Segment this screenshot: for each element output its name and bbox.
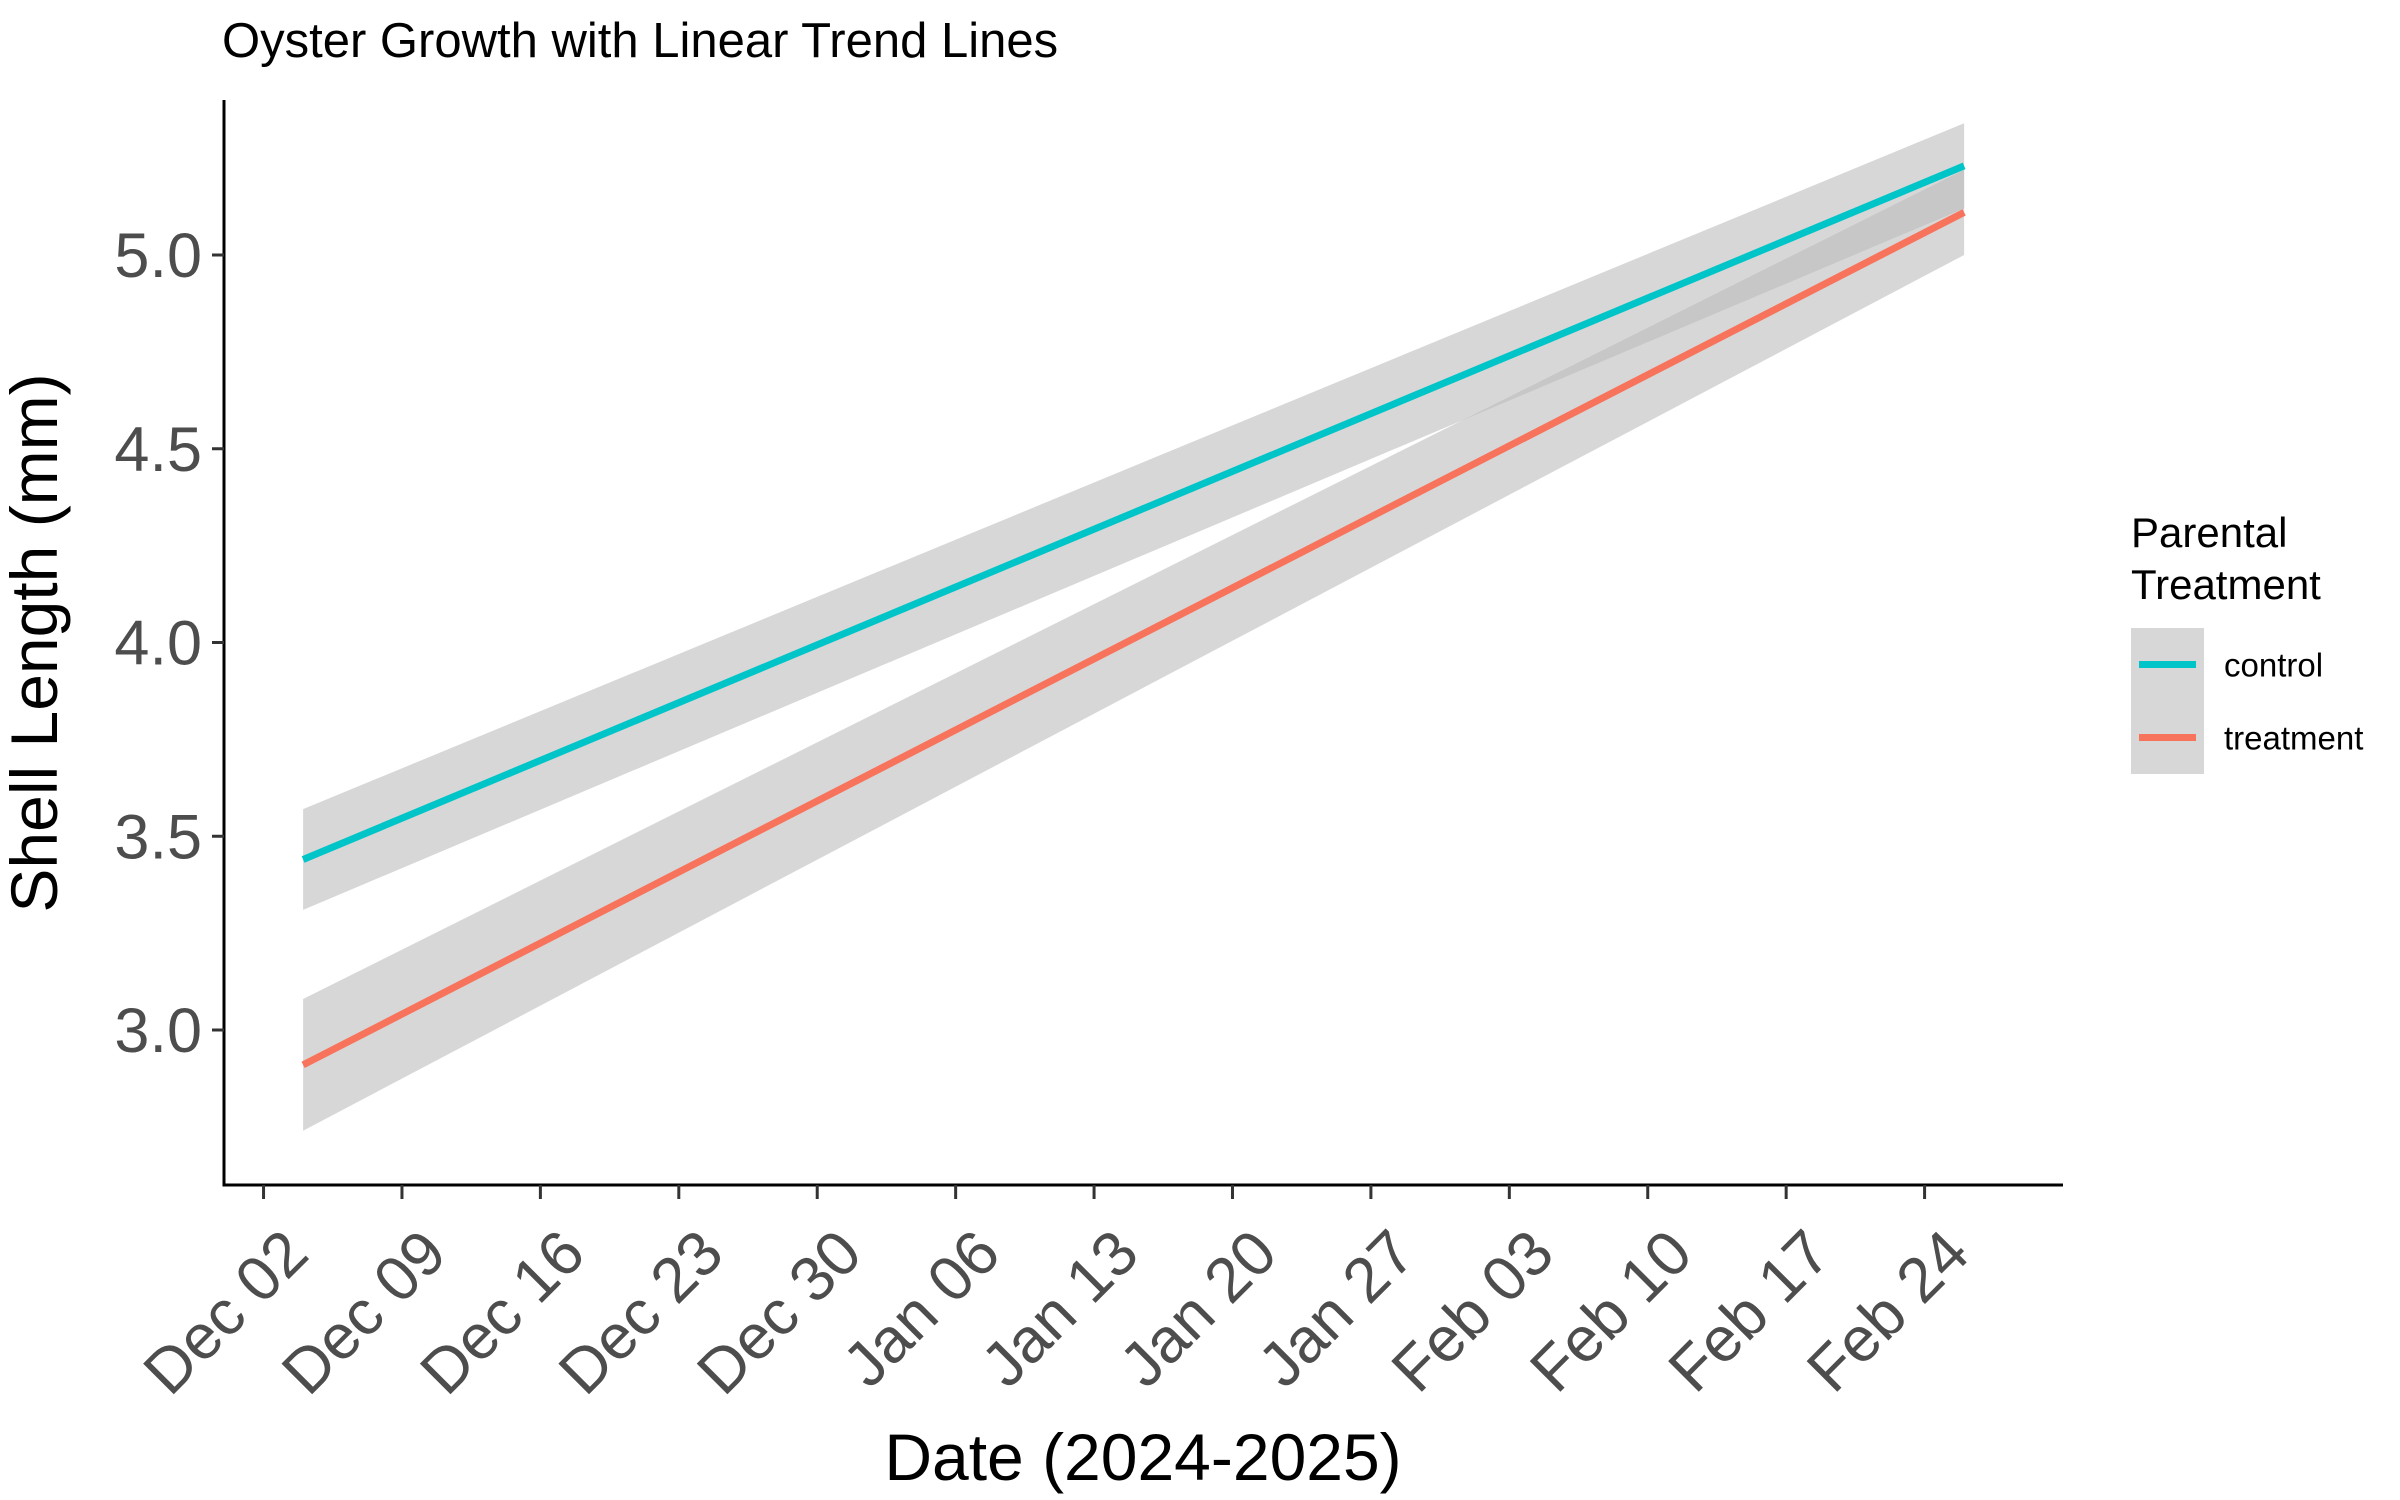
legend-title: Parental Treatment (2131, 509, 2321, 608)
y-axis-title: Shell Length (mm) (0, 373, 71, 912)
y-tick-label: 4.5 (114, 415, 202, 485)
confidence-bands (303, 123, 1965, 1131)
y-tick-label: 4.0 (114, 609, 202, 679)
legend: Parental Treatment control treatment (2131, 509, 2363, 774)
y-tick-label: 5.0 (114, 221, 202, 291)
chart-title: Oyster Growth with Linear Trend Lines (222, 14, 1058, 68)
legend-label-treatment: treatment (2224, 720, 2363, 757)
trend-line-control (301, 162, 1966, 863)
y-tick-label: 3.5 (114, 802, 202, 872)
y-axis-ticks: 3.0 3.5 4.0 4.5 5.0 (114, 221, 224, 1066)
trend-lines (301, 162, 1966, 1068)
y-tick-label: 3.0 (114, 996, 202, 1066)
x-tick-label: Jan 13 (968, 1217, 1151, 1400)
legend-title-line-1: Parental (2131, 509, 2287, 556)
x-tick-label: Jan 20 (1107, 1217, 1290, 1400)
x-tick-label: Jan 06 (830, 1217, 1013, 1400)
legend-keys: control treatment (2131, 628, 2363, 774)
x-axis-title: Date (2024-2025) (884, 1420, 1401, 1494)
legend-title-line-2: Treatment (2131, 561, 2321, 608)
legend-label-control: control (2224, 647, 2323, 684)
trend-line-treatment (301, 209, 1966, 1068)
ci-band-treatment (303, 169, 1965, 1131)
ci-band-control (303, 123, 1965, 910)
